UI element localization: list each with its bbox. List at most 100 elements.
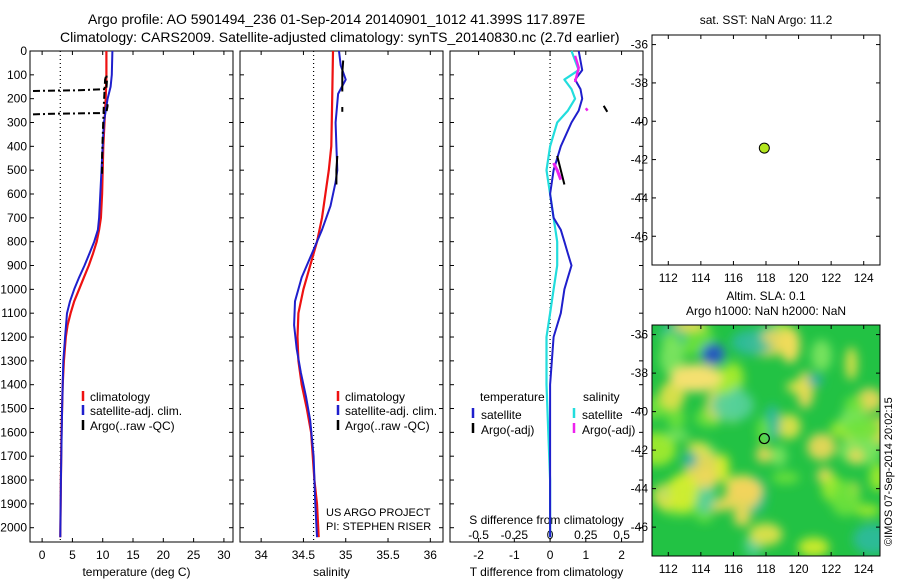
sst-map-ytick-label: -42	[631, 153, 649, 167]
depth-tick-label: 400	[7, 139, 27, 153]
sla-map-ytick-label: -38	[631, 366, 649, 380]
differences-xtick-label: 1	[582, 548, 589, 562]
temperature-xtick-label: 20	[157, 548, 171, 562]
sla-map-cell	[811, 339, 832, 372]
temperature-satellite-line	[59, 50, 114, 538]
depth-tick-label: 1400	[0, 378, 27, 392]
temperature-xtick-label: 5	[69, 548, 76, 562]
sla-map-cell	[848, 449, 864, 464]
plot-layer: 0100200300400500600700800900100011001200…	[0, 13, 881, 579]
sla-map-ytick-label: -42	[631, 443, 649, 457]
sla-map-cell	[666, 408, 686, 429]
sla-map-cell	[733, 506, 752, 527]
sst-map-ytick-label: -38	[631, 76, 649, 90]
sla-map-cell	[844, 396, 865, 413]
sla-map-cell	[683, 452, 697, 468]
sla-map-xtick-label: 114	[691, 562, 710, 576]
differences-x2tick-label: 0.5	[613, 528, 630, 542]
sla-map-cell	[845, 346, 858, 381]
depth-tick-label: 600	[7, 187, 27, 201]
sst-map-xtick-label: 122	[821, 271, 841, 285]
sla-map-cell	[869, 462, 880, 492]
sla-map-xtick-label: 112	[659, 562, 678, 576]
figure-title-line1: Argo profile: AO 5901494_236 01-Sep-2014…	[88, 11, 585, 27]
sla-map-cell	[757, 417, 770, 445]
temperature-argo-line	[32, 73, 108, 175]
depth-tick-label: 1600	[0, 425, 27, 439]
sla-map-cell	[748, 522, 783, 546]
sla-map-cell	[807, 433, 836, 461]
salinity-xtick-label: 35.5	[376, 548, 400, 562]
watermark: ©IMOS 07-Sep-2014 20:02:15	[883, 397, 895, 546]
differences-xtick-label: -1	[509, 548, 520, 562]
temperature-xtick-label: 30	[217, 548, 231, 562]
salinity-xtick-label: 35	[339, 548, 353, 562]
sla-map-cell	[842, 417, 880, 441]
depth-tick-label: 0	[20, 44, 27, 58]
salinity-legend-label: climatology	[345, 390, 405, 404]
depth-tick-label: 800	[7, 235, 27, 249]
difference-argo-salinity-line-2	[552, 162, 563, 181]
temperature-xlabel: temperature (deg C)	[82, 565, 190, 579]
depth-tick-label: 200	[7, 92, 27, 106]
sla-map-ytick-label: -40	[631, 405, 649, 419]
depth-tick-label: 1800	[0, 473, 27, 487]
sla-map-cell	[710, 388, 754, 422]
project-line1: US ARGO PROJECT	[326, 507, 431, 519]
depth-tick-label: 700	[7, 211, 27, 225]
differences-legend-label: satellite	[582, 408, 623, 422]
differences-legend-label: satellite	[481, 408, 522, 422]
sst-map-xtick-label: 114	[691, 271, 710, 285]
salinity-argo-line-3	[335, 155, 339, 185]
differences-legend-header-temperature: temperature	[480, 390, 545, 404]
differences-plot-frame	[449, 50, 644, 543]
sla-map-ytick-label: -44	[631, 482, 649, 496]
sla-map-cell	[755, 446, 772, 463]
difference-argo-salinity-line	[573, 55, 580, 83]
temperature-xtick-label: 0	[39, 548, 46, 562]
depth-tick-label: 1000	[0, 282, 27, 296]
sla-map-cell	[771, 471, 800, 484]
differences-xtick-label: -2	[473, 548, 484, 562]
sst-map-ytick-label: -46	[631, 229, 649, 243]
sla-map-title-line1: Altim. SLA: 0.1	[726, 289, 806, 303]
sla-map-xtick-label: 120	[789, 562, 809, 576]
sst-map-ytick-label: -40	[631, 114, 649, 128]
temperature-climatology-line	[59, 51, 108, 538]
salinity-legend-label: Argo(..raw -QC)	[345, 419, 430, 433]
temperature-xtick-label: 25	[187, 548, 201, 562]
sla-map-cell	[830, 480, 861, 517]
sst-map-xtick-label: 124	[854, 271, 874, 285]
difference-satellite-salinity-line	[545, 50, 580, 538]
difference-argo-temperature-line	[556, 155, 566, 185]
sst-map-xtick-label: 118	[756, 271, 775, 285]
figure-title-line2: Climatology: CARS2009. Satellite-adjuste…	[60, 29, 620, 45]
sla-map-cell	[664, 430, 690, 441]
sst-map-profile-marker	[758, 142, 770, 154]
sst-map-xtick-label: 120	[789, 271, 809, 285]
sla-map-cell	[708, 349, 718, 359]
differences-x2label: S difference from climatology	[469, 513, 624, 527]
differences-legend-label: Argo(-adj)	[582, 423, 635, 437]
temperature-legend-label: satellite-adj. clim.	[90, 404, 182, 418]
salinity-xtick-label: 34.5	[292, 548, 316, 562]
sla-map-xtick-label: 116	[724, 562, 743, 576]
temperature-xtick-label: 15	[126, 548, 140, 562]
salinity-argo-line	[341, 60, 345, 92]
sla-map-xtick-label: 124	[854, 562, 874, 576]
sla-map-cell	[695, 511, 714, 523]
sla-map-profile-marker	[758, 432, 770, 445]
sst-map-xtick-label: 116	[724, 271, 743, 285]
differences-x2tick-label: -0.5	[468, 528, 489, 542]
temperature-legend-label: Argo(..raw -QC)	[90, 419, 175, 433]
sla-map-heatmap	[652, 325, 880, 556]
sla-map-xtick-label: 118	[756, 562, 775, 576]
sla-map-title-line2: Argo h1000: NaN h2000: NaN	[686, 304, 846, 318]
difference-satellite-temperature-line	[549, 50, 584, 538]
differences-x2tick-label: -0.25	[501, 528, 529, 542]
sla-map-cell	[855, 504, 880, 517]
sla-map-cell	[785, 380, 810, 393]
temperature-legend-label: climatology	[90, 390, 150, 404]
sst-map-ytick-label: -44	[631, 191, 649, 205]
depth-tick-label: 1300	[0, 354, 27, 368]
